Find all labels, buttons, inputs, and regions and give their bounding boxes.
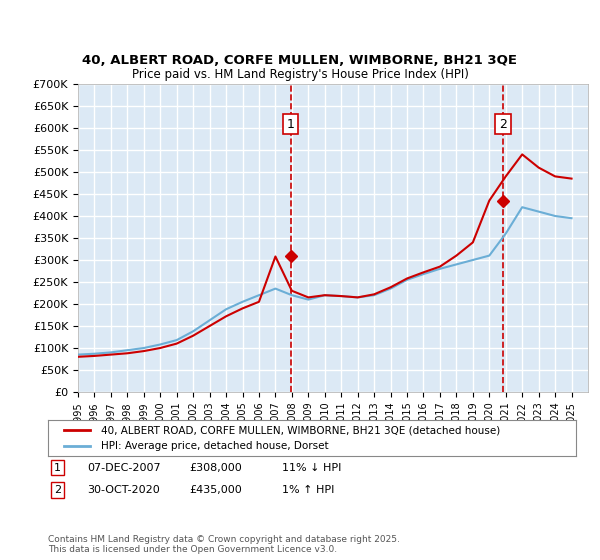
Text: HPI: Average price, detached house, Dorset: HPI: Average price, detached house, Dors…: [101, 441, 328, 451]
Text: 2: 2: [499, 118, 507, 130]
Text: £435,000: £435,000: [189, 485, 242, 495]
Text: 1% ↑ HPI: 1% ↑ HPI: [282, 485, 334, 495]
Text: 1: 1: [287, 118, 295, 130]
Text: Contains HM Land Registry data © Crown copyright and database right 2025.
This d: Contains HM Land Registry data © Crown c…: [48, 535, 400, 554]
Text: 11% ↓ HPI: 11% ↓ HPI: [282, 463, 341, 473]
Text: 30-OCT-2020: 30-OCT-2020: [87, 485, 160, 495]
Text: 40, ALBERT ROAD, CORFE MULLEN, WIMBORNE, BH21 3QE (detached house): 40, ALBERT ROAD, CORFE MULLEN, WIMBORNE,…: [101, 425, 500, 435]
Text: 40, ALBERT ROAD, CORFE MULLEN, WIMBORNE, BH21 3QE: 40, ALBERT ROAD, CORFE MULLEN, WIMBORNE,…: [83, 54, 517, 67]
Text: 07-DEC-2007: 07-DEC-2007: [87, 463, 161, 473]
Text: 1: 1: [54, 463, 61, 473]
Text: 2: 2: [54, 485, 61, 495]
Text: Price paid vs. HM Land Registry's House Price Index (HPI): Price paid vs. HM Land Registry's House …: [131, 68, 469, 81]
Text: £308,000: £308,000: [189, 463, 242, 473]
